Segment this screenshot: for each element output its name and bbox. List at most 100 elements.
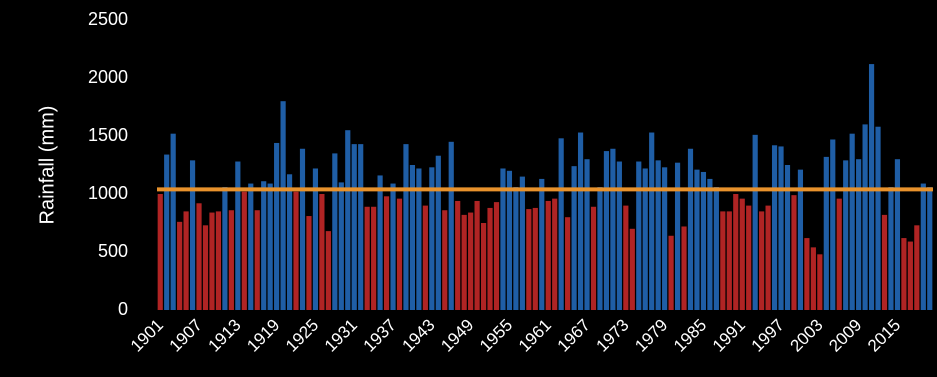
bar	[856, 159, 862, 310]
x-tick-label: 1997	[748, 315, 788, 355]
bar	[707, 178, 713, 310]
y-tick-label: 1500	[88, 125, 128, 145]
bar	[286, 174, 293, 310]
bar	[610, 148, 616, 310]
bar	[629, 228, 635, 310]
bar	[771, 145, 778, 310]
bar	[791, 195, 797, 310]
bar	[526, 209, 532, 310]
y-axis-label: Rainfall (mm)	[36, 106, 58, 225]
x-tick-label: 2003	[786, 315, 826, 355]
bar	[694, 169, 700, 310]
bar	[849, 133, 855, 310]
bar	[306, 216, 312, 310]
bar	[228, 210, 234, 310]
x-tick-label: 1907	[166, 315, 206, 355]
bar	[590, 206, 597, 310]
bar	[377, 175, 383, 310]
bar	[875, 126, 881, 310]
bar	[170, 133, 176, 310]
bar	[157, 194, 163, 310]
bar	[597, 187, 603, 310]
bar	[222, 187, 228, 310]
x-tick-label: 2009	[825, 315, 865, 355]
bar	[371, 206, 377, 310]
bar	[914, 225, 920, 310]
bar	[603, 151, 610, 310]
bar	[668, 235, 674, 310]
bar	[739, 198, 745, 310]
x-tick-label: 1913	[204, 315, 244, 355]
bar	[649, 132, 655, 310]
x-tick-label: 1955	[476, 315, 516, 355]
bar	[351, 144, 357, 310]
bar	[784, 165, 791, 310]
bar	[636, 161, 642, 310]
x-tick-label: 1937	[360, 315, 400, 355]
bar	[429, 167, 435, 310]
bar	[396, 198, 403, 310]
bar	[765, 205, 771, 310]
bar	[248, 183, 254, 310]
bar	[468, 212, 474, 310]
bar	[435, 155, 441, 310]
bar	[422, 205, 428, 310]
bar	[487, 207, 493, 310]
x-tick-label: 1961	[515, 315, 555, 355]
bar	[558, 138, 564, 310]
bar	[345, 130, 351, 310]
bar	[189, 160, 196, 310]
bar	[810, 247, 816, 310]
bar	[888, 187, 894, 310]
bar	[183, 211, 189, 310]
bar	[687, 148, 694, 310]
bar	[461, 214, 467, 310]
bar	[662, 167, 668, 310]
x-tick-label: 1973	[592, 315, 632, 355]
bar	[261, 181, 267, 310]
bar	[759, 211, 765, 310]
bar	[655, 160, 661, 310]
bar	[409, 165, 416, 310]
x-tick-label: 1919	[243, 315, 283, 355]
bar	[506, 170, 513, 310]
bar	[403, 144, 409, 310]
bar	[545, 200, 551, 310]
bar	[862, 124, 868, 311]
x-tick-label: 1979	[631, 315, 671, 355]
bar	[513, 187, 519, 310]
bar	[830, 139, 836, 310]
bar	[907, 241, 913, 310]
bar	[493, 202, 500, 310]
y-tick-label: 1000	[88, 183, 128, 203]
bar	[164, 154, 170, 310]
bar	[338, 182, 344, 310]
bar	[920, 183, 926, 310]
x-tick-label: 1991	[709, 315, 749, 355]
bar	[209, 212, 215, 310]
bar	[241, 191, 247, 310]
bar	[797, 169, 804, 310]
bar	[500, 168, 506, 310]
bar	[752, 134, 758, 310]
y-tick-label: 0	[118, 299, 128, 319]
bar	[532, 207, 538, 310]
bar	[616, 161, 622, 310]
bar	[416, 168, 422, 310]
x-tick-label: 1967	[554, 315, 594, 355]
bar	[700, 171, 707, 310]
bar	[480, 223, 487, 310]
y-tick-label: 500	[98, 241, 128, 261]
bar	[901, 238, 907, 310]
bar	[565, 217, 571, 310]
bar	[274, 142, 280, 310]
bar	[519, 176, 525, 310]
bar	[254, 210, 260, 310]
bar	[584, 159, 590, 310]
bar	[332, 153, 338, 310]
x-tick-label: 1985	[670, 315, 710, 355]
x-tick-label: 1901	[127, 315, 167, 355]
bar	[364, 206, 370, 310]
bar	[235, 161, 241, 310]
